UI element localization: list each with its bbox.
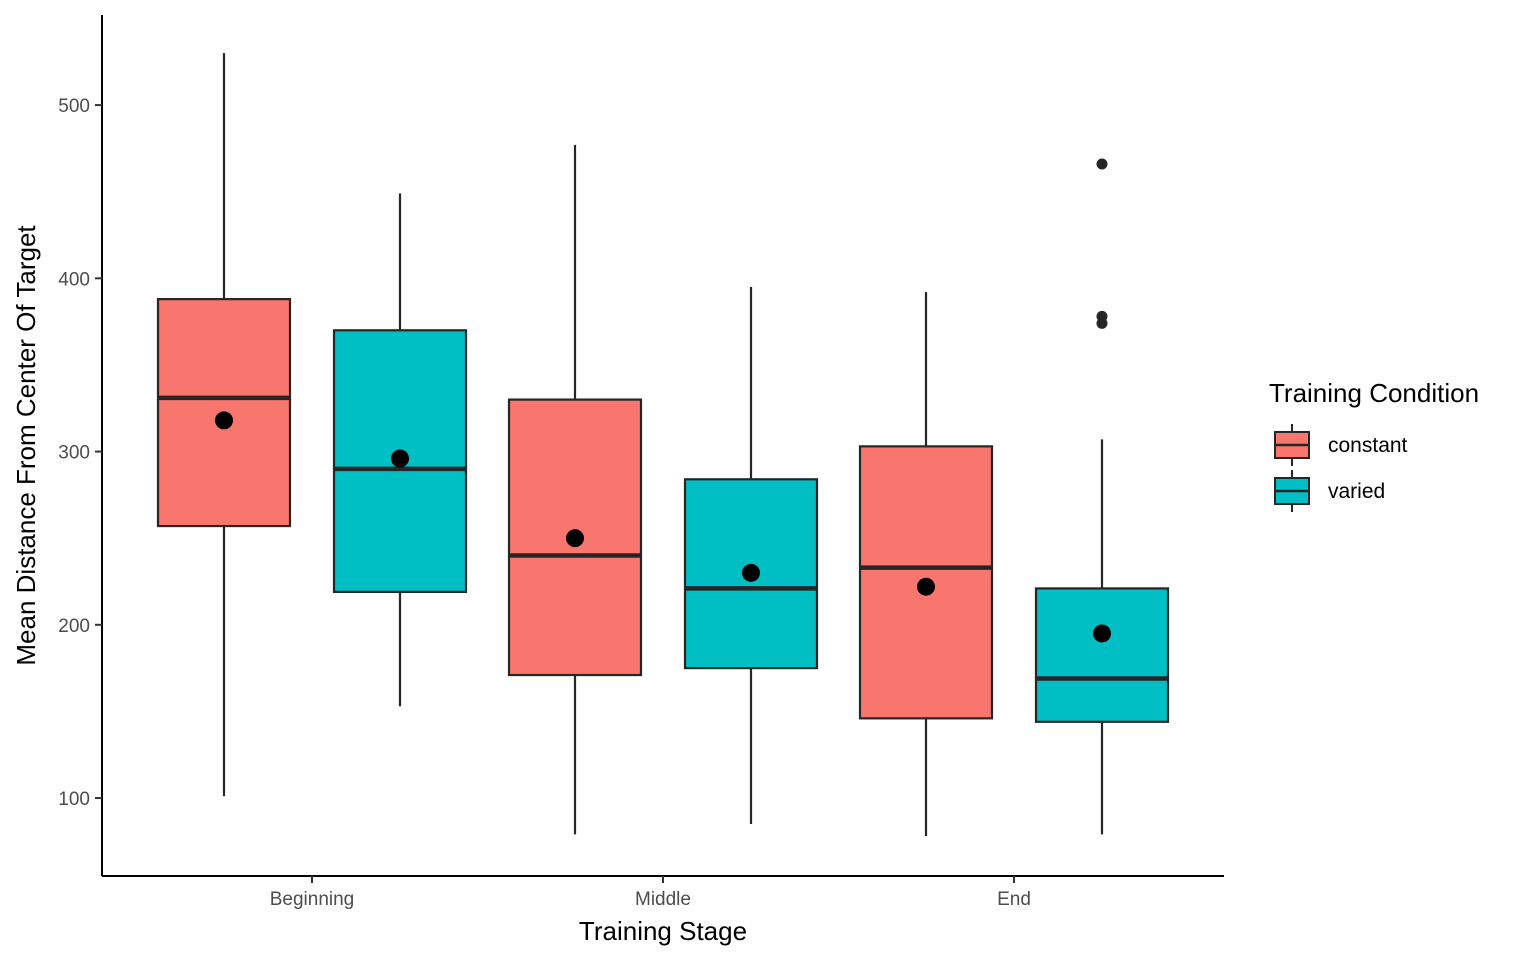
y-tick-label: 400 xyxy=(58,269,90,290)
mean-point xyxy=(742,563,760,582)
box-constant-beginning xyxy=(156,53,292,797)
y-axis-title: Mean Distance From Center Of Target xyxy=(11,225,41,666)
y-tick-label: 100 xyxy=(58,789,90,810)
axes: 100 200 300 400 500 Beginning Middle End Trainin… xyxy=(11,15,1224,946)
x-tick-label: Middle xyxy=(635,889,691,910)
mean-point xyxy=(1093,624,1111,643)
legend: Training Condition constant varied xyxy=(1269,378,1479,512)
legend-item-varied: varied xyxy=(1274,470,1385,512)
box-constant-end xyxy=(858,292,994,837)
box-varied-beginning xyxy=(332,193,468,707)
box-varied-middle xyxy=(683,286,819,825)
y-tick-label: 300 xyxy=(58,443,90,464)
mean-point xyxy=(566,529,584,548)
legend-label: varied xyxy=(1328,480,1385,503)
plot-area xyxy=(156,53,1170,837)
outlier-point xyxy=(1096,158,1108,170)
box-varied-end xyxy=(1034,158,1170,835)
outlier-point xyxy=(1096,310,1108,322)
box-constant-middle xyxy=(507,144,643,835)
box-body xyxy=(1034,587,1170,723)
y-tick-label: 200 xyxy=(58,616,90,637)
legend-title: Training Condition xyxy=(1269,378,1479,408)
legend-item-constant: constant xyxy=(1274,424,1408,466)
mean-point xyxy=(215,411,233,430)
x-tick-label: End xyxy=(997,889,1031,910)
mean-point xyxy=(391,449,409,468)
x-axis-title: Training Stage xyxy=(579,916,747,946)
y-tick-label: 500 xyxy=(58,96,90,117)
mean-point xyxy=(917,577,935,596)
x-tick-label: Beginning xyxy=(270,889,355,910)
legend-label: constant xyxy=(1328,434,1408,457)
